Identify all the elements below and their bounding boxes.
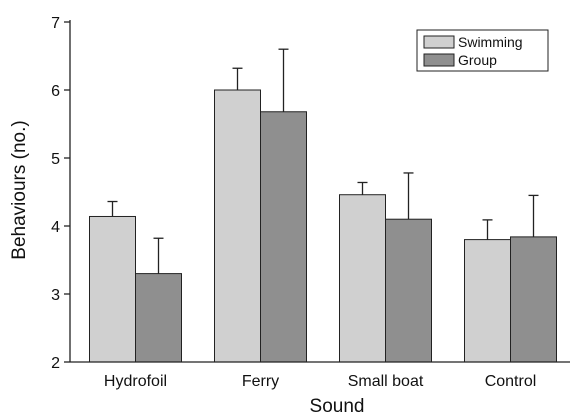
- bar-group-ferry: [260, 111, 307, 363]
- x-tick-label: Ferry: [242, 373, 279, 390]
- y-tick-label: 7: [51, 15, 60, 32]
- x-axis-ticks: Hydrofoil Ferry Small boat Control: [104, 373, 536, 390]
- y-axis-ticks: 2 3 4 5 6 7: [51, 15, 70, 372]
- x-axis-title: Sound: [310, 396, 365, 417]
- bar-group-hydrofoil: [135, 273, 182, 363]
- bar-swimming-control: [464, 239, 511, 363]
- x-tick-label: Small boat: [348, 373, 424, 390]
- y-tick-label: 3: [51, 287, 60, 304]
- legend-swatch-group: [423, 53, 455, 67]
- error-bars: [107, 48, 539, 274]
- bars: [89, 89, 557, 363]
- y-tick-label: 5: [51, 151, 60, 168]
- x-tick-label: Hydrofoil: [104, 373, 167, 390]
- y-tick-label: 6: [51, 83, 60, 100]
- legend-label-group: Group: [458, 52, 497, 68]
- legend: Swimming Group: [416, 29, 549, 72]
- bar-swimming-small-boat: [339, 194, 386, 363]
- legend-label-swimming: Swimming: [458, 34, 523, 50]
- y-tick-label: 4: [51, 219, 60, 236]
- bar-swimming-ferry: [214, 89, 261, 363]
- axes: [69, 20, 570, 363]
- bar-swimming-hydrofoil: [89, 215, 136, 363]
- x-tick-label: Control: [485, 373, 537, 390]
- legend-swatch-swimming: [423, 35, 455, 49]
- y-tick-label: 2: [51, 355, 60, 372]
- y-axis-title: Behaviours (no.): [9, 120, 30, 259]
- bar-group-small-boat: [385, 218, 432, 363]
- bar-group-control: [510, 236, 557, 363]
